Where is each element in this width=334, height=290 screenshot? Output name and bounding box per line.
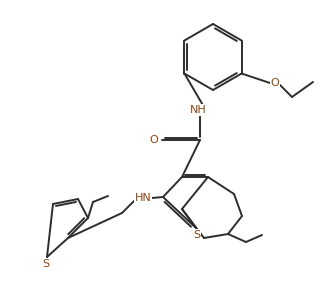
Text: S: S [42,259,49,269]
Text: O: O [150,135,158,145]
Text: O: O [271,78,279,88]
Text: HN: HN [135,193,151,203]
Text: S: S [193,230,200,240]
Text: NH: NH [190,105,206,115]
